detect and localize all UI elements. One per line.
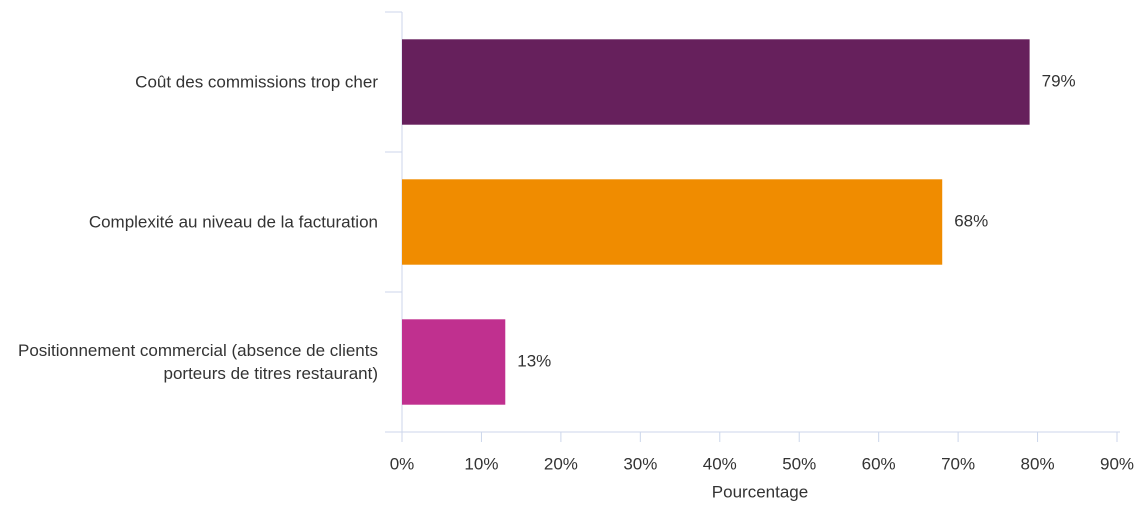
value-label: 68% <box>954 211 988 230</box>
bar <box>402 39 1030 125</box>
x-tick-label: 40% <box>703 454 737 473</box>
x-tick-label: 70% <box>941 454 975 473</box>
value-label: 13% <box>517 351 551 370</box>
x-tick-label: 60% <box>862 454 896 473</box>
category-label: Complexité au niveau de la facturation <box>88 212 378 232</box>
bar <box>402 179 943 265</box>
x-tick-label: 10% <box>464 454 498 473</box>
x-axis-title: Pourcentage <box>712 482 808 501</box>
x-tick-label: 20% <box>544 454 578 473</box>
x-tick-label: 30% <box>623 454 657 473</box>
x-tick-label: 50% <box>782 454 816 473</box>
category-label: Positionnement commercial (absence de cl… <box>17 341 378 383</box>
category-label: Coût des commissions trop cher <box>135 72 378 92</box>
x-tick-label: 0% <box>390 454 415 473</box>
value-label: 79% <box>1042 71 1076 90</box>
x-tick-label: 90% <box>1100 454 1134 473</box>
bar <box>402 319 506 405</box>
x-tick-label: 80% <box>1021 454 1055 473</box>
